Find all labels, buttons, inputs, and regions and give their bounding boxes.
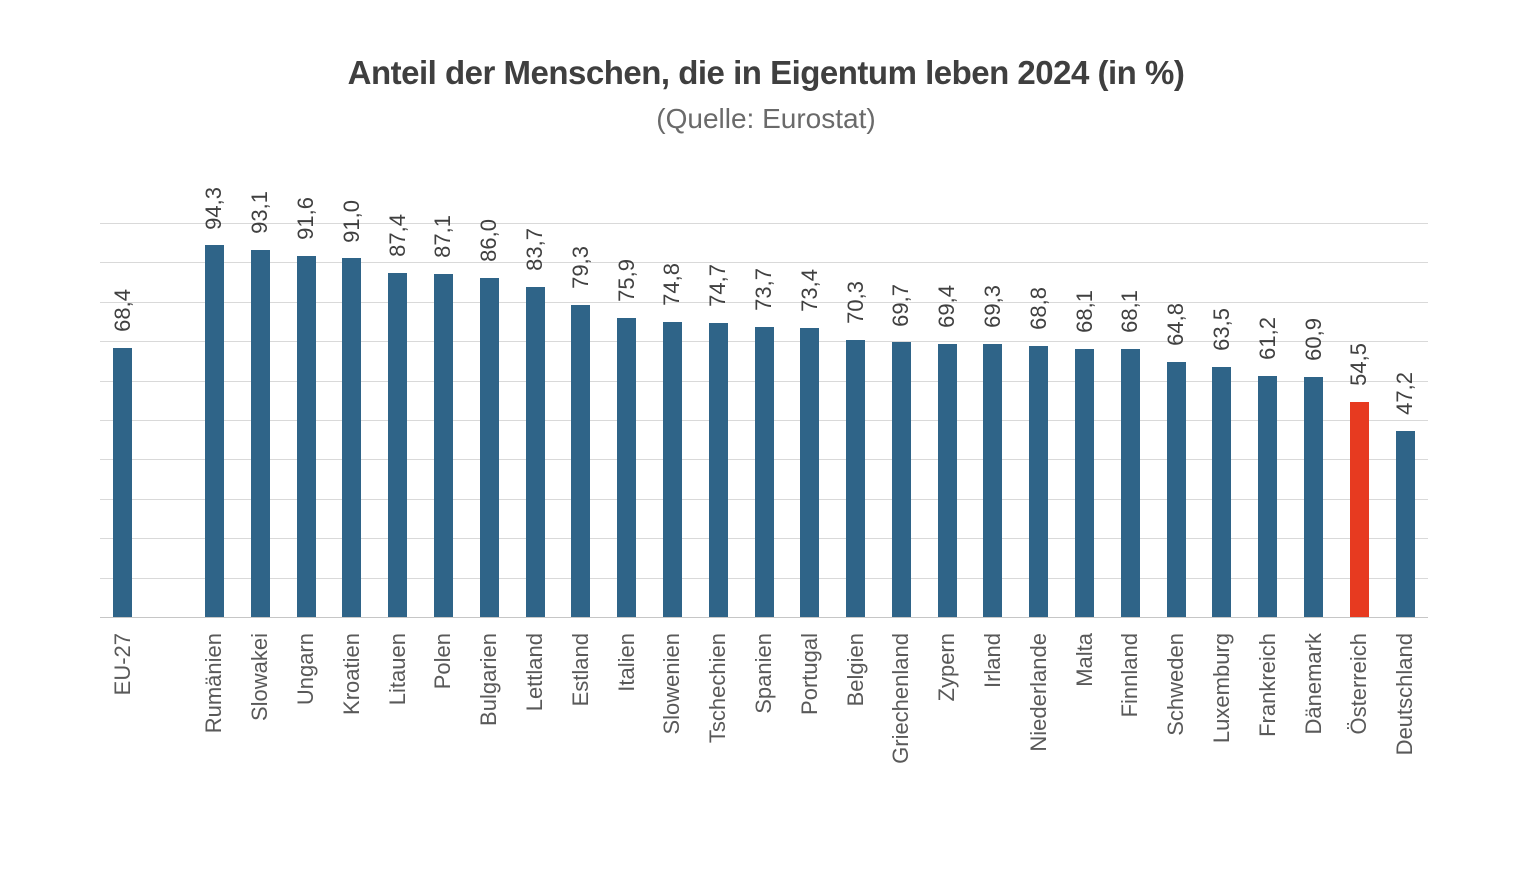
value-label: 68,1 xyxy=(1071,289,1097,333)
category-label: Portugal xyxy=(796,633,822,715)
category-label: Dänemark xyxy=(1300,633,1326,735)
category-label: Lettland xyxy=(522,633,548,712)
value-label: 64,8 xyxy=(1163,302,1189,346)
value-label: 87,1 xyxy=(430,215,456,258)
category-label: EU-27 xyxy=(109,633,135,696)
value-label: 91,6 xyxy=(293,197,319,241)
value-label: 69,7 xyxy=(888,283,914,327)
bar-österreich xyxy=(1349,402,1369,617)
category-label: Malta xyxy=(1071,633,1097,687)
category-label: Estland xyxy=(567,633,593,707)
category-label: Litauen xyxy=(384,633,410,706)
x-axis-line xyxy=(100,617,1428,618)
bar-slowakei xyxy=(250,250,270,617)
value-label: 63,5 xyxy=(1208,307,1234,351)
category-label: Niederlande xyxy=(1025,633,1051,752)
bar-spanien xyxy=(754,326,774,617)
bar-dänemark xyxy=(1304,377,1324,617)
chart-title: Anteil der Menschen, die in Eigentum leb… xyxy=(347,54,1185,91)
bar-slowenien xyxy=(662,322,682,617)
value-label: 73,7 xyxy=(751,267,776,311)
bar-eu-27 xyxy=(113,347,133,617)
bar-finnland xyxy=(1120,348,1140,617)
category-label: Frankreich xyxy=(1254,633,1280,737)
bar-bulgarien xyxy=(479,278,499,617)
value-label: 54,5 xyxy=(1346,343,1372,387)
value-label: 68,4 xyxy=(109,288,135,332)
value-label: 69,4 xyxy=(934,284,960,328)
bar-ungarn xyxy=(296,256,316,617)
bar-frankreich xyxy=(1258,375,1278,617)
value-label: 61,2 xyxy=(1254,317,1280,360)
value-label: 69,3 xyxy=(979,285,1005,328)
value-label: 60,9 xyxy=(1300,318,1326,362)
category-label: Finnland xyxy=(1117,633,1143,718)
category-label: Italien xyxy=(613,633,639,692)
value-label: 68,1 xyxy=(1117,289,1143,333)
value-label: 73,4 xyxy=(796,268,822,312)
bar-rumänien xyxy=(204,245,224,617)
category-label: Ungarn xyxy=(293,633,319,706)
value-label: 87,4 xyxy=(384,213,410,257)
value-label: 47,2 xyxy=(1392,372,1418,416)
category-label: Kroatien xyxy=(338,633,364,715)
bar-polen xyxy=(433,273,453,617)
category-label: Spanien xyxy=(751,633,776,714)
value-label: 93,1 xyxy=(247,191,273,235)
value-label: 68,8 xyxy=(1025,287,1051,330)
category-label: Irland xyxy=(979,633,1005,689)
category-label: Slowenien xyxy=(659,633,685,735)
value-label: 91,0 xyxy=(338,199,364,243)
bar-griechenland xyxy=(891,342,911,617)
value-label: 79,3 xyxy=(567,245,593,289)
bar-malta xyxy=(1075,348,1095,617)
value-label: 74,8 xyxy=(659,263,685,307)
bar-lettland xyxy=(525,287,545,617)
bar-irland xyxy=(983,343,1003,617)
category-label: Rumänien xyxy=(201,633,227,734)
bar-portugal xyxy=(800,327,820,617)
bar-deutschland xyxy=(1395,431,1415,617)
gridline xyxy=(100,223,1428,224)
value-label: 75,9 xyxy=(613,259,639,302)
category-label: Deutschland xyxy=(1392,633,1418,756)
category-label: Tschechien xyxy=(705,633,731,744)
value-label: 86,0 xyxy=(476,219,502,263)
category-label: Luxemburg xyxy=(1208,633,1234,744)
bar-niederlande xyxy=(1029,345,1049,617)
bar-italien xyxy=(617,317,637,617)
chart-subtitle: (Quelle: Eurostat) xyxy=(656,103,876,134)
category-label: Zypern xyxy=(934,633,960,702)
bar-estland xyxy=(571,304,591,617)
bar-belgien xyxy=(846,340,866,617)
category-label: Slowakei xyxy=(247,633,273,722)
bar-tschechien xyxy=(708,322,728,617)
value-label: 74,7 xyxy=(705,263,731,307)
bar-kroatien xyxy=(342,258,362,617)
bar-luxemburg xyxy=(1212,366,1232,617)
category-label: Belgien xyxy=(842,633,868,707)
bar-litauen xyxy=(388,272,408,617)
gridline xyxy=(100,301,1428,303)
category-label: Schweden xyxy=(1163,633,1189,736)
bar-zypern xyxy=(937,343,957,617)
category-label: Österreich xyxy=(1346,633,1372,735)
category-label: Bulgarien xyxy=(476,633,502,726)
bar-schweden xyxy=(1166,361,1186,617)
gridline xyxy=(100,262,1428,264)
value-label: 70,3 xyxy=(842,281,868,325)
value-label: 83,7 xyxy=(522,228,548,272)
value-label: 94,3 xyxy=(201,186,227,230)
category-label: Griechenland xyxy=(888,633,914,764)
category-label: Polen xyxy=(430,633,456,690)
